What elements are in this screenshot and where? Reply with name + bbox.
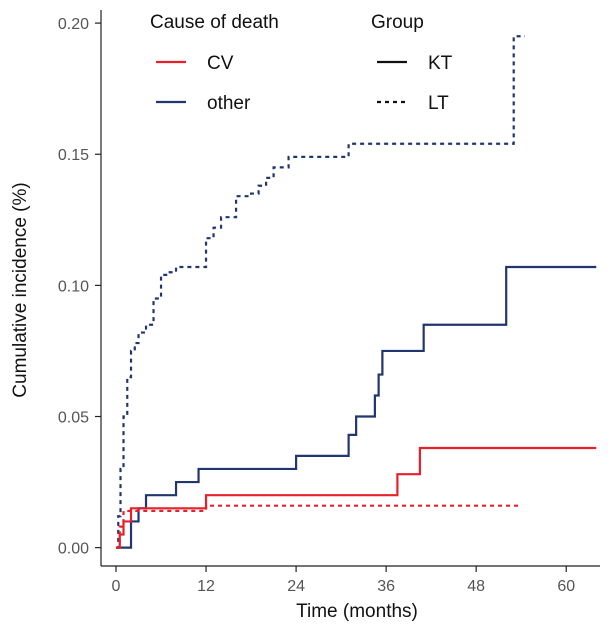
series-cv-kt [116,446,597,549]
axes [100,10,600,567]
x-axis-label: Time (months) [296,601,418,622]
x-tick-label: 48 [467,578,485,595]
x-tick-label: 60 [557,578,575,595]
x-tick-label: 36 [377,578,395,595]
series-cv-lt [116,504,522,549]
y-tick-label: 0.15 [58,147,89,164]
y-tick-label: 0.00 [58,541,89,558]
series-other-kt [116,265,597,549]
x-ticks: 0 12 24 36 48 60 [112,566,575,595]
legend-other-label: other [207,93,251,114]
legend: Cause of death CV other Group KT LT [150,12,453,114]
x-tick-label: 24 [287,578,305,595]
y-axis-label: Cumulative incidence (%) [10,182,31,397]
series-layer [116,35,597,549]
y-ticks: 0.00 0.05 0.10 0.15 0.20 [58,16,101,558]
legend-linetype-title: Group [371,12,424,33]
legend-kt-label: KT [428,53,453,74]
x-tick-label: 0 [112,578,121,595]
y-tick-label: 0.20 [58,16,89,33]
y-tick-label: 0.05 [58,410,89,427]
legend-color-title: Cause of death [150,12,279,33]
x-tick-label: 12 [197,578,215,595]
legend-lt-label: LT [428,93,449,114]
y-tick-label: 0.10 [58,278,89,295]
legend-cv-label: CV [207,53,234,74]
series-other-lt [116,35,525,549]
